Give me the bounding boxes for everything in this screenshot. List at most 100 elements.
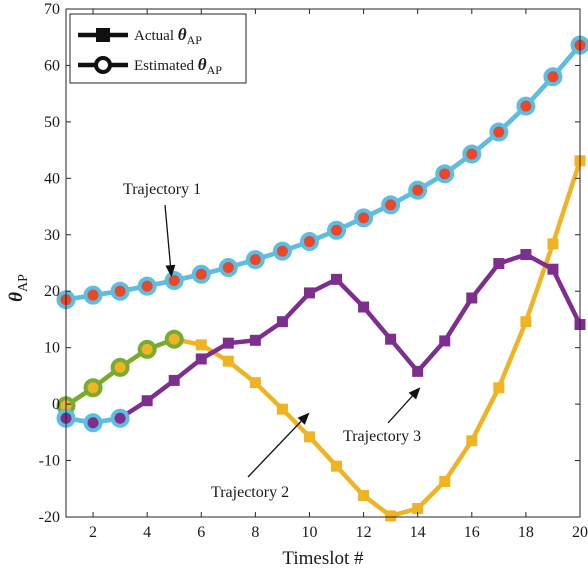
- data-point-circle: [83, 285, 103, 305]
- data-point-circle: [218, 258, 238, 278]
- x-tick-label: 2: [89, 524, 97, 541]
- data-point-square: [249, 377, 261, 389]
- data-point-square: [331, 460, 343, 472]
- plot-frame: [65, 8, 581, 518]
- data-point-square: [412, 365, 424, 377]
- annotation-arrow-head: [297, 412, 310, 425]
- data-point-square: [358, 301, 370, 313]
- y-axis-label-subscript: AP: [16, 274, 31, 292]
- y-tick-label: 60: [44, 57, 60, 74]
- y-tick-label: 20: [44, 283, 60, 300]
- data-point-square: [547, 263, 559, 275]
- legend-label-actual: Actual θAP: [134, 25, 202, 47]
- data-point-circle: [516, 96, 536, 116]
- data-point-circle: [164, 270, 184, 290]
- annotation-arrow-shaft: [247, 420, 302, 478]
- data-point-circle: [381, 195, 401, 215]
- data-point-circle: [543, 67, 563, 87]
- x-tick-label: 10: [301, 524, 317, 541]
- x-tick-label: 12: [356, 524, 372, 541]
- y-tick-label: 70: [44, 1, 60, 18]
- x-tick-label: 18: [518, 524, 534, 541]
- data-point-circle: [462, 144, 482, 164]
- data-point-circle: [164, 329, 184, 349]
- legend-entry-estimated: Estimated θAP: [78, 55, 222, 77]
- data-point-square: [385, 333, 397, 345]
- annotation-layer: Trajectory 1 Trajectory 2 Trajectory 3: [123, 181, 421, 501]
- annotation-arrow-head: [165, 264, 176, 278]
- data-point-circle: [137, 276, 157, 296]
- annotation-arrow-shaft: [387, 395, 413, 424]
- annotation-arrow-head: [408, 387, 421, 400]
- legend-label-estimated: Estimated θAP: [134, 55, 222, 77]
- y-axis-label-symbol: θ: [6, 292, 27, 302]
- annotation-label: Trajectory 3: [343, 428, 421, 445]
- y-tick-label: 50: [44, 114, 60, 131]
- legend-label-actual-subscript: AP: [187, 33, 203, 47]
- data-point-square: [439, 335, 451, 347]
- y-tick-label: 40: [44, 170, 60, 187]
- y-axis-label: θAP: [6, 274, 31, 302]
- annotation-1: Trajectory 1: [123, 181, 201, 278]
- x-tick-label: 4: [143, 524, 151, 541]
- legend: Actual θAP Estimated θAP: [69, 13, 247, 84]
- data-point-circle: [435, 164, 455, 184]
- data-point-circle: [327, 220, 347, 240]
- data-point-circle: [110, 281, 130, 301]
- data-point-square: [493, 382, 505, 394]
- x-tick-label: 14: [410, 524, 426, 541]
- data-point-circle: [354, 208, 374, 228]
- data-point-square: [331, 273, 343, 285]
- data-point-circle: [83, 413, 103, 433]
- legend-entry-actual: Actual θAP: [78, 25, 202, 47]
- data-point-circle: [272, 241, 292, 261]
- y-tick-label: -20: [39, 509, 60, 526]
- data-point-square: [195, 339, 207, 351]
- legend-label-estimated-symbol: θ: [198, 55, 207, 74]
- x-tick-label: 16: [464, 524, 480, 541]
- x-tick-label: 6: [197, 524, 205, 541]
- data-point-circle: [489, 122, 509, 142]
- y-tick-label: 0: [52, 396, 60, 413]
- data-point-square: [249, 334, 261, 346]
- x-tick-label: 20: [572, 524, 588, 541]
- data-point-square: [385, 510, 397, 522]
- data-point-square: [547, 238, 559, 250]
- data-point-square: [195, 353, 207, 365]
- data-point-circle: [408, 180, 428, 200]
- data-point-square: [520, 249, 532, 261]
- data-point-square: [303, 287, 315, 299]
- annotation-2: Trajectory 2: [211, 412, 310, 501]
- data-point-square: [358, 490, 370, 502]
- annotation-3: Trajectory 3: [343, 387, 421, 445]
- legend-marker-circle: [94, 56, 112, 74]
- y-tick-label: 30: [44, 227, 60, 244]
- data-point-square: [276, 316, 288, 328]
- legend-marker-square: [96, 28, 110, 42]
- y-tick-label: 10: [44, 340, 60, 357]
- data-point-circle: [110, 408, 130, 428]
- data-point-circle: [83, 378, 103, 398]
- data-point-square: [168, 374, 180, 386]
- legend-label-estimated-subscript: AP: [207, 63, 223, 77]
- data-point-square: [466, 292, 478, 304]
- data-point-circle: [110, 357, 130, 377]
- data-point-square: [493, 258, 505, 270]
- data-point-square: [439, 475, 451, 487]
- data-point-circle: [191, 264, 211, 284]
- annotation-arrow-shaft: [164, 204, 172, 266]
- data-point-square: [520, 316, 532, 328]
- legend-label-actual-symbol: θ: [178, 25, 187, 44]
- data-point-square: [303, 431, 315, 443]
- data-point-square: [466, 435, 478, 447]
- y-tick-label: -10: [39, 453, 60, 470]
- data-point-square: [276, 403, 288, 415]
- data-point-circle: [137, 339, 157, 359]
- x-axis-label: Timeslot #: [282, 548, 364, 569]
- data-point-square: [222, 337, 234, 349]
- x-tick-label: 8: [251, 524, 259, 541]
- data-point-square: [412, 503, 424, 515]
- legend-label-actual-prefix: Actual: [134, 28, 178, 44]
